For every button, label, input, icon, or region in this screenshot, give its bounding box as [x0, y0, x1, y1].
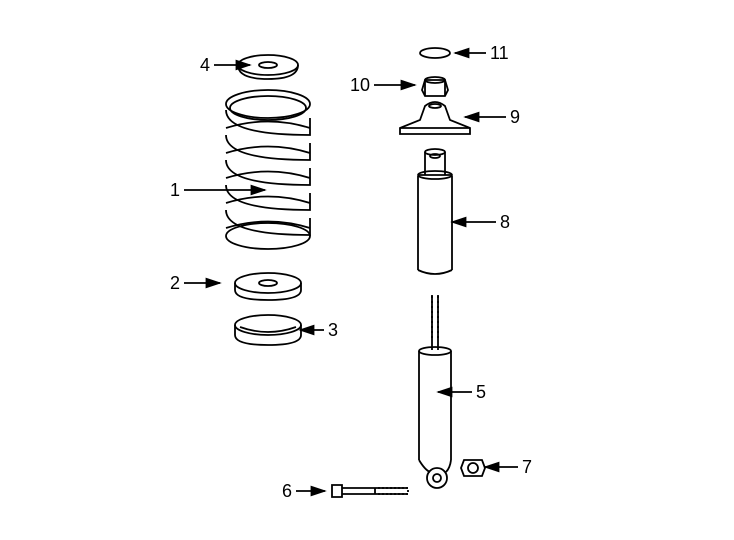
upper-seat: [238, 55, 298, 79]
callout-11: 11: [490, 43, 509, 63]
callout-10: 10: [350, 75, 370, 95]
callout-5: 5: [476, 382, 486, 402]
callout-7: 7: [522, 457, 532, 477]
top-nut: [422, 77, 448, 96]
dust-cover-bumper: [418, 149, 452, 274]
upper-mount: [400, 102, 470, 134]
callout-9: 9: [510, 107, 520, 127]
mounting-nut: [461, 460, 485, 476]
callout-3: 3: [328, 320, 338, 340]
mounting-bolt: [332, 485, 408, 497]
lower-insulator: [235, 315, 301, 345]
callout-4: 4: [200, 55, 210, 75]
callout-1: 1: [170, 180, 180, 200]
callout-6: 6: [282, 481, 292, 501]
callout-8: 8: [500, 212, 510, 232]
callout-2: 2: [170, 273, 180, 293]
coil-spring: [226, 90, 310, 249]
lower-seat: [235, 273, 301, 300]
cap-washer: [420, 48, 450, 58]
